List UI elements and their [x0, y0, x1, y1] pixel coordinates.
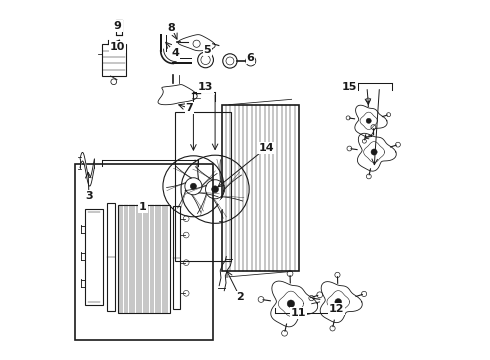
Bar [221, 105, 299, 271]
Bar [107, 203, 115, 311]
Bar [85, 208, 102, 305]
Text: 10: 10 [110, 42, 125, 52]
Circle shape [371, 149, 377, 155]
Text: 6: 6 [246, 53, 254, 63]
Circle shape [191, 183, 196, 189]
Text: 3: 3 [85, 191, 93, 201]
Text: 2: 2 [236, 292, 244, 302]
Text: 12: 12 [329, 304, 344, 314]
Bar [175, 112, 231, 261]
Circle shape [212, 186, 219, 193]
Text: 5: 5 [203, 45, 211, 55]
Text: 13: 13 [198, 82, 213, 92]
Text: 15: 15 [342, 82, 357, 92]
Circle shape [366, 118, 371, 123]
Bar [116, 20, 122, 35]
Bar [172, 206, 180, 309]
Text: 14: 14 [259, 143, 274, 153]
Bar [101, 44, 126, 76]
Circle shape [287, 300, 294, 307]
Bar [118, 205, 170, 313]
Text: 8: 8 [168, 23, 175, 33]
Circle shape [335, 298, 342, 305]
Text: 9: 9 [114, 21, 122, 31]
Bar [74, 164, 213, 339]
Text: 7: 7 [186, 103, 193, 113]
Text: 11: 11 [291, 308, 307, 318]
Text: 1: 1 [139, 202, 147, 212]
Text: 4: 4 [171, 48, 179, 58]
